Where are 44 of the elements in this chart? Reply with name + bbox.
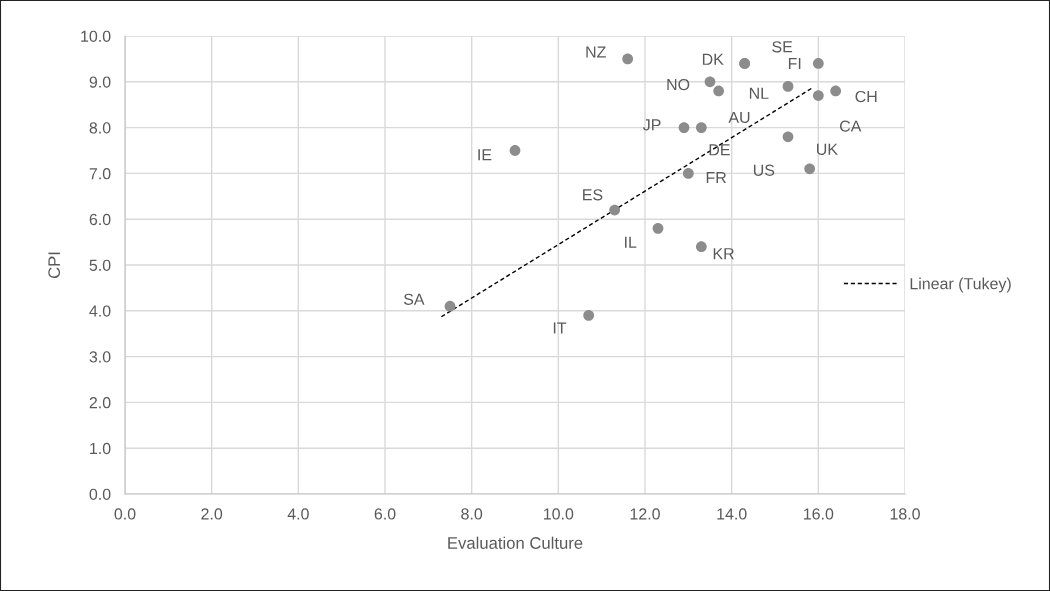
- annotation: IE: [478, 149, 492, 161]
- x-tick-label: 8.0: [461, 508, 483, 520]
- annotation: DE: [709, 144, 730, 156]
- y-tick-label: 8.0: [89, 122, 111, 134]
- y-tick-label: 6.0: [89, 213, 111, 226]
- annotation: IL: [625, 236, 637, 248]
- annotation: KR: [713, 248, 734, 260]
- x-tick-label: 12.0: [630, 508, 660, 520]
- legend-label: Linear (Tukey): [910, 277, 1011, 293]
- annotation: UK: [817, 143, 838, 155]
- annotation: DK: [702, 53, 724, 65]
- annotation: ES: [583, 189, 603, 201]
- x-tick-label: 0.0: [114, 508, 136, 520]
- x-tick-label: 18.0: [890, 508, 920, 520]
- x-tick-label: 6.0: [374, 508, 396, 520]
- annotation: AU: [728, 111, 750, 124]
- x-tick-label: 14.0: [717, 508, 747, 520]
- x-tick-label: 10.0: [544, 508, 574, 520]
- annotation: NZ: [586, 46, 606, 58]
- y-tick-label: 3.0: [89, 351, 111, 363]
- y-tick-label: 5.0: [89, 259, 111, 271]
- annotation: IT: [553, 322, 567, 334]
- y-tick-label: 2.0: [89, 397, 111, 409]
- annotation: CH: [855, 90, 877, 103]
- y-tick-label: 4.0: [89, 305, 111, 317]
- y-tick-label: 10.0: [81, 30, 111, 42]
- y-tick-label: 0.0: [89, 488, 111, 500]
- annotation: SE: [772, 41, 793, 53]
- x-tick-label: 2.0: [201, 508, 223, 520]
- y-tick-label: 1.0: [90, 442, 111, 455]
- annotation: SA: [403, 293, 425, 305]
- y-tick-label: 7.0: [89, 168, 111, 180]
- annotation: FI: [788, 58, 801, 69]
- annotation: CA: [839, 120, 862, 132]
- annotation: US: [753, 164, 775, 176]
- x-axis-title: Evaluation Culture: [448, 536, 583, 549]
- annotation: FR: [706, 172, 727, 184]
- annotation: JP: [642, 119, 661, 131]
- x-tick-label: 4.0: [287, 508, 309, 520]
- x-tick-label: 16.0: [804, 508, 834, 520]
- annotation: NL: [749, 87, 769, 99]
- y-tick-label: 9.0: [89, 76, 111, 88]
- y-axis-title: CPI: [48, 252, 61, 279]
- annotation: NO: [667, 78, 690, 91]
